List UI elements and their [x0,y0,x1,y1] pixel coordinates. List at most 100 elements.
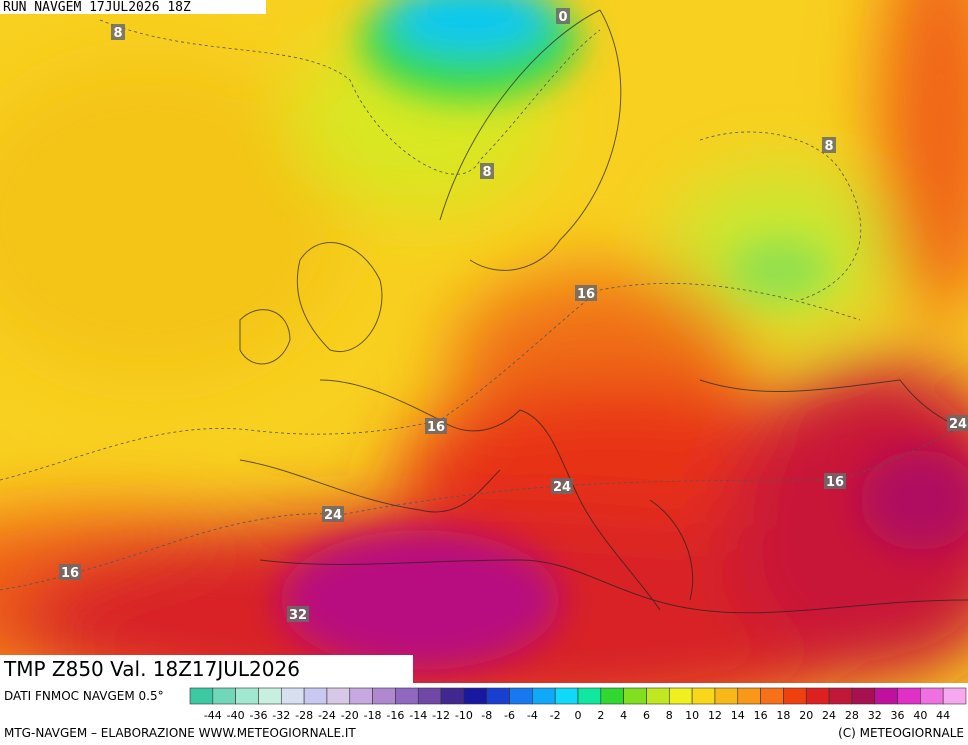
scale-label: 12 [708,709,722,722]
scale-swatch [828,687,853,705]
scale-swatch [303,687,328,705]
field-label: TMP Z850 Val. 18Z17JUL2026 [3,657,300,681]
contour-label: 24 [324,508,342,523]
contour-label-box [287,606,309,622]
scale-label: 14 [731,709,745,722]
scale-swatch [235,687,259,705]
credit-right: (C) METEOGIORNALE [838,726,964,740]
scale-swatch [326,687,351,705]
contour-label: 16 [577,287,595,302]
scale-swatch [714,687,739,705]
contour-label-box [111,24,125,40]
scale-label: 6 [643,709,650,722]
scale-label: -10 [455,709,473,722]
scale-label: -2 [550,709,561,722]
scale-label: -16 [386,709,404,722]
scale-swatch [509,687,533,705]
contour-label: 16 [61,566,79,581]
scale-label: 0 [575,709,582,722]
scale-swatch [372,687,396,705]
scale-swatch [395,687,419,705]
scale-swatch [668,687,693,705]
contour-label: 8 [482,165,491,180]
contour-label-box [824,473,846,489]
scale-swatch [486,687,510,705]
scale-label: -12 [432,709,450,722]
scale-swatch [874,687,898,705]
scale-swatch [760,687,784,705]
scale-label: 36 [891,709,905,722]
contour-label-box [947,415,968,431]
contour-label-box [575,285,597,301]
scale-swatch [349,687,373,705]
scale-swatch [897,687,921,705]
scale-label: 10 [685,709,699,722]
scale-swatch [280,687,305,705]
coastlines [239,9,968,614]
contour-label-box [480,163,494,179]
scale-label: 2 [597,709,604,722]
contour-label-box [425,418,447,434]
scale-label: 4 [620,709,627,722]
scale-label: 28 [845,709,859,722]
scale-swatch [417,687,442,705]
contour-label: 0 [558,10,567,25]
contour-label-box [59,564,81,580]
scale-swatch [532,687,556,705]
scale-swatch [691,687,716,705]
source-label: DATI FNMOC NAVGEM 0.5° [4,689,164,703]
contour-label: 16 [826,475,844,490]
scale-label: -8 [481,709,492,722]
scale-label: -32 [272,709,290,722]
scale-label: -4 [527,709,538,722]
scale-swatch [258,687,282,705]
contour-label: 16 [427,420,445,435]
contour-label: 8 [113,26,122,41]
scale-label: -6 [504,709,515,722]
scale-swatch [463,687,488,705]
contour-label-box [556,8,570,24]
scale-label: -24 [318,709,336,722]
scale-label: -14 [409,709,427,722]
scale-swatch [646,687,670,705]
scale-swatch [737,687,761,705]
scale-swatch [440,687,465,705]
contour-labels: 0 8 8 8 16 16 16 16 24 24 24 32 [59,8,968,623]
scale-swatch [920,687,944,705]
temperature-field [0,0,968,683]
contour-label: 8 [824,139,833,154]
scale-swatch [942,687,967,705]
header-box [0,0,266,14]
contour-label-box [822,137,836,153]
contour-label-box [551,478,573,494]
scale-label: 44 [936,709,950,722]
credit-left: MTG-NAVGEM – ELABORAZIONE WWW.METEOGIORN… [4,726,356,740]
contour-label-box [322,506,344,522]
scale-swatch [600,687,624,705]
scale-label: -40 [227,709,245,722]
scale-label: 32 [868,709,882,722]
scale-swatch [212,687,236,705]
scale-label: 16 [754,709,768,722]
scale-label: -36 [249,709,267,722]
color-scale: -44 -40 -36 -32 -28 -24 -20 -18 -16 -14 -12 -10 -8 -6… [189,687,967,722]
scale-label: 18 [776,709,790,722]
scale-label: -44 [204,709,222,722]
scale-swatch [805,687,830,705]
scale-swatch [554,687,579,705]
scale-swatch [783,687,807,705]
scale-label: -28 [295,709,313,722]
scale-label: -20 [341,709,359,722]
field-box [0,655,413,683]
scale-label: 40 [913,709,927,722]
scale-label: -18 [364,709,382,722]
contour-label: 24 [553,480,571,495]
scale-swatch [851,687,876,705]
contour-label: 32 [289,608,307,623]
contour-label: 24 [949,417,967,432]
scale-label: 8 [666,709,673,722]
scale-label: 20 [799,709,813,722]
scale-swatch [189,687,214,705]
